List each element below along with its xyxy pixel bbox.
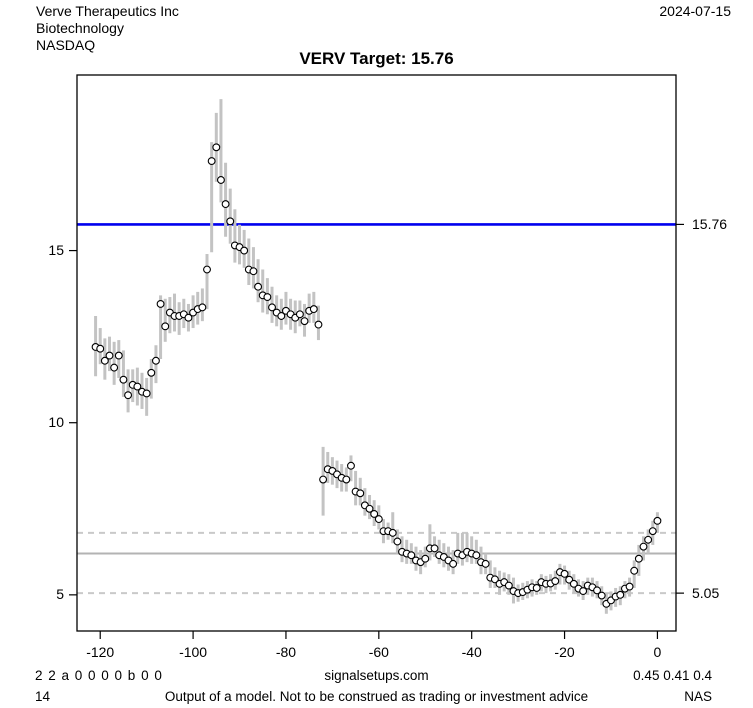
close-marker	[644, 535, 653, 544]
close-marker	[532, 584, 541, 592]
close-marker	[119, 375, 128, 384]
disclaimer-text: Output of a model. Not to be construed a…	[164, 689, 589, 704]
close-marker	[110, 363, 119, 372]
close-marker	[100, 356, 109, 365]
company-exchange: NASDAQ	[36, 37, 96, 53]
close-marker	[648, 527, 657, 536]
exchange-abbrev: NAS	[684, 689, 712, 704]
x-tick-label: -20	[554, 644, 575, 660]
close-marker	[105, 351, 114, 360]
website-credit: signalsetups.com	[324, 668, 429, 683]
x-tick-label: 0	[653, 644, 662, 660]
close-marker	[207, 157, 216, 166]
company-name: Verve Therapeutics Inc	[36, 3, 179, 19]
x-tick-label: -100	[179, 644, 208, 660]
model-state-codes: 2 2 a 0 0 0 0 b 0 0	[35, 668, 163, 683]
close-marker	[114, 351, 123, 360]
plot-border	[76, 74, 677, 632]
close-marker	[151, 356, 160, 365]
close-marker	[216, 176, 225, 184]
right-axis-label: 15.76	[692, 215, 728, 232]
close-marker	[579, 587, 588, 596]
close-marker	[356, 489, 365, 498]
close-marker	[370, 509, 379, 518]
y-tick-label: 10	[48, 414, 64, 431]
close-marker	[309, 305, 318, 314]
close-marker	[342, 475, 351, 484]
close-marker	[221, 200, 230, 209]
close-marker	[430, 544, 439, 553]
close-marker	[161, 322, 170, 331]
x-tick-label: -120	[86, 644, 115, 660]
report-date: 2024-07-15	[659, 3, 731, 19]
close-marker	[625, 582, 634, 591]
close-marker	[634, 554, 643, 563]
close-marker	[347, 461, 355, 470]
close-marker	[212, 143, 221, 152]
close-marker	[490, 575, 499, 584]
close-marker	[449, 559, 458, 568]
close-marker	[124, 391, 133, 400]
close-marker	[133, 382, 142, 391]
close-marker	[481, 559, 490, 568]
close-marker	[300, 317, 309, 326]
close-marker	[653, 516, 662, 525]
close-marker	[268, 303, 276, 312]
close-marker	[365, 504, 374, 513]
close-marker	[184, 313, 193, 322]
close-marker	[569, 579, 578, 588]
close-marker	[147, 368, 156, 377]
close-marker	[388, 528, 397, 537]
close-marker	[421, 554, 430, 563]
close-marker	[240, 246, 249, 255]
close-marker	[319, 475, 328, 484]
close-marker	[551, 577, 560, 586]
close-marker	[597, 591, 606, 600]
close-marker	[407, 551, 416, 560]
close-marker	[142, 389, 151, 398]
model-probabilities: 0.45 0.41 0.4	[633, 668, 712, 683]
close-marker	[254, 282, 263, 291]
close-marker	[374, 515, 383, 524]
close-marker	[639, 542, 648, 551]
close-marker	[593, 586, 602, 595]
close-marker	[472, 551, 481, 560]
close-marker	[249, 267, 258, 276]
close-marker	[226, 217, 235, 226]
close-marker	[156, 299, 165, 308]
ticker-header: Verve Therapeutics Inc Biotechnology NAS…	[36, 3, 179, 54]
close-marker	[295, 310, 304, 319]
x-tick-label: -80	[275, 644, 297, 660]
close-marker	[96, 344, 105, 353]
y-tick-label: 5	[56, 586, 64, 603]
close-marker	[314, 320, 323, 329]
right-axis-label: 5.05	[692, 584, 720, 601]
close-marker	[504, 581, 513, 590]
close-marker	[560, 569, 569, 578]
close-marker	[393, 537, 402, 546]
close-marker	[263, 293, 272, 302]
close-marker	[616, 590, 625, 599]
y-tick-label: 15	[48, 242, 64, 259]
close-marker	[203, 265, 211, 274]
chart-title: VERV Target: 15.76	[299, 49, 454, 68]
model-number: 14	[35, 689, 51, 704]
close-marker	[277, 312, 286, 320]
close-marker	[198, 303, 207, 312]
company-sector: Biotechnology	[36, 20, 124, 36]
close-marker	[630, 566, 639, 575]
x-tick-label: -60	[368, 644, 389, 660]
x-tick-label: -40	[461, 644, 482, 660]
